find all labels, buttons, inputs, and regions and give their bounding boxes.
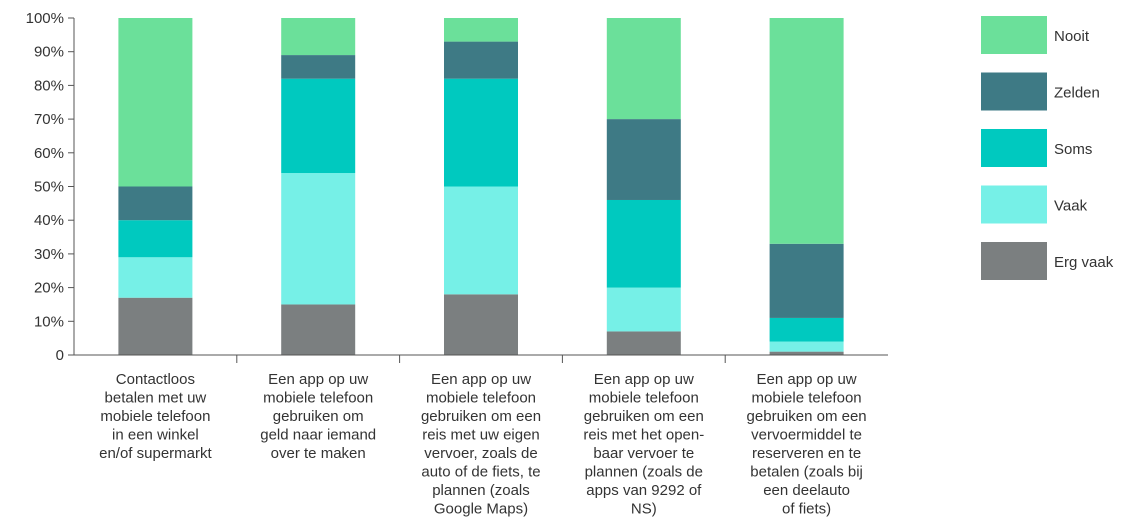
bar-segment (281, 18, 356, 56)
y-tick-label: 60% (34, 145, 64, 162)
bar-segment (118, 220, 193, 258)
legend-swatch (981, 129, 1047, 167)
y-tick-label: 100% (26, 10, 64, 27)
legend-label: Vaak (1054, 198, 1088, 215)
bar-segment (281, 304, 356, 355)
y-tick-label: 80% (34, 77, 64, 94)
bar-segment (769, 317, 844, 342)
x-category-label: Een app op uw mobiele telefoon gebruiken o… (583, 371, 704, 518)
legend-swatch (981, 185, 1047, 224)
legend-label: Soms (1054, 141, 1092, 158)
y-tick-label: 20% (34, 280, 64, 297)
legend-label: Nooit (1054, 28, 1090, 45)
bar-segment (444, 186, 518, 295)
y-tick-label: 30% (34, 246, 64, 263)
y-tick-label: 70% (34, 111, 64, 128)
bar-segment (281, 173, 356, 305)
bar-segment (281, 55, 356, 79)
bar-segment (118, 297, 193, 355)
legend-swatch (981, 72, 1047, 111)
bar-segment (281, 78, 356, 174)
y-tick-label: 0 (56, 347, 64, 364)
bar-segment (769, 243, 844, 318)
legend-label: Erg vaak (1054, 254, 1114, 271)
bar-segment (118, 257, 193, 298)
bar-segment (606, 331, 681, 355)
y-tick-label: 90% (34, 44, 64, 61)
bar-segment (118, 186, 193, 221)
bar-segment (606, 119, 681, 200)
x-category-label: Een app op uw mobiele telefoon gebruiken o… (747, 371, 867, 518)
bar-segment (444, 294, 518, 355)
bar-segment (769, 351, 844, 355)
bar-segment (444, 41, 518, 79)
y-tick-label: 40% (34, 212, 64, 229)
legend-swatch (981, 242, 1047, 280)
bar-segment (444, 78, 518, 187)
x-category-label: Een app op uw mobiele telefoon gebruiken o… (421, 371, 541, 518)
legend: Nooit Zelden Soms Vaak Erg vaak (981, 16, 1114, 280)
bar-segment (606, 18, 681, 120)
legend-swatch (981, 16, 1047, 54)
bar-segment (769, 18, 844, 244)
bar-segment (606, 287, 681, 332)
y-tick-label: 10% (34, 313, 64, 330)
bar-segment (118, 18, 193, 187)
y-tick-label: 50% (34, 179, 64, 196)
x-category-label: Een app op uw mobiele telefoon gebruiken o… (260, 371, 376, 462)
bar-segment (444, 18, 518, 42)
legend-label: Zelden (1054, 85, 1100, 102)
x-category-label: Contactloos betalen met uw mobiele telefoo… (99, 371, 212, 462)
y-axis: 0 10% 20% 30% 40% 50% 60% 70% 80% 90% 100% (26, 10, 75, 364)
bars (118, 18, 844, 355)
bar-segment (606, 199, 681, 288)
bar-segment (769, 341, 844, 352)
x-axis: Contactloos betalen met uw mobiele telefoo… (74, 354, 888, 518)
